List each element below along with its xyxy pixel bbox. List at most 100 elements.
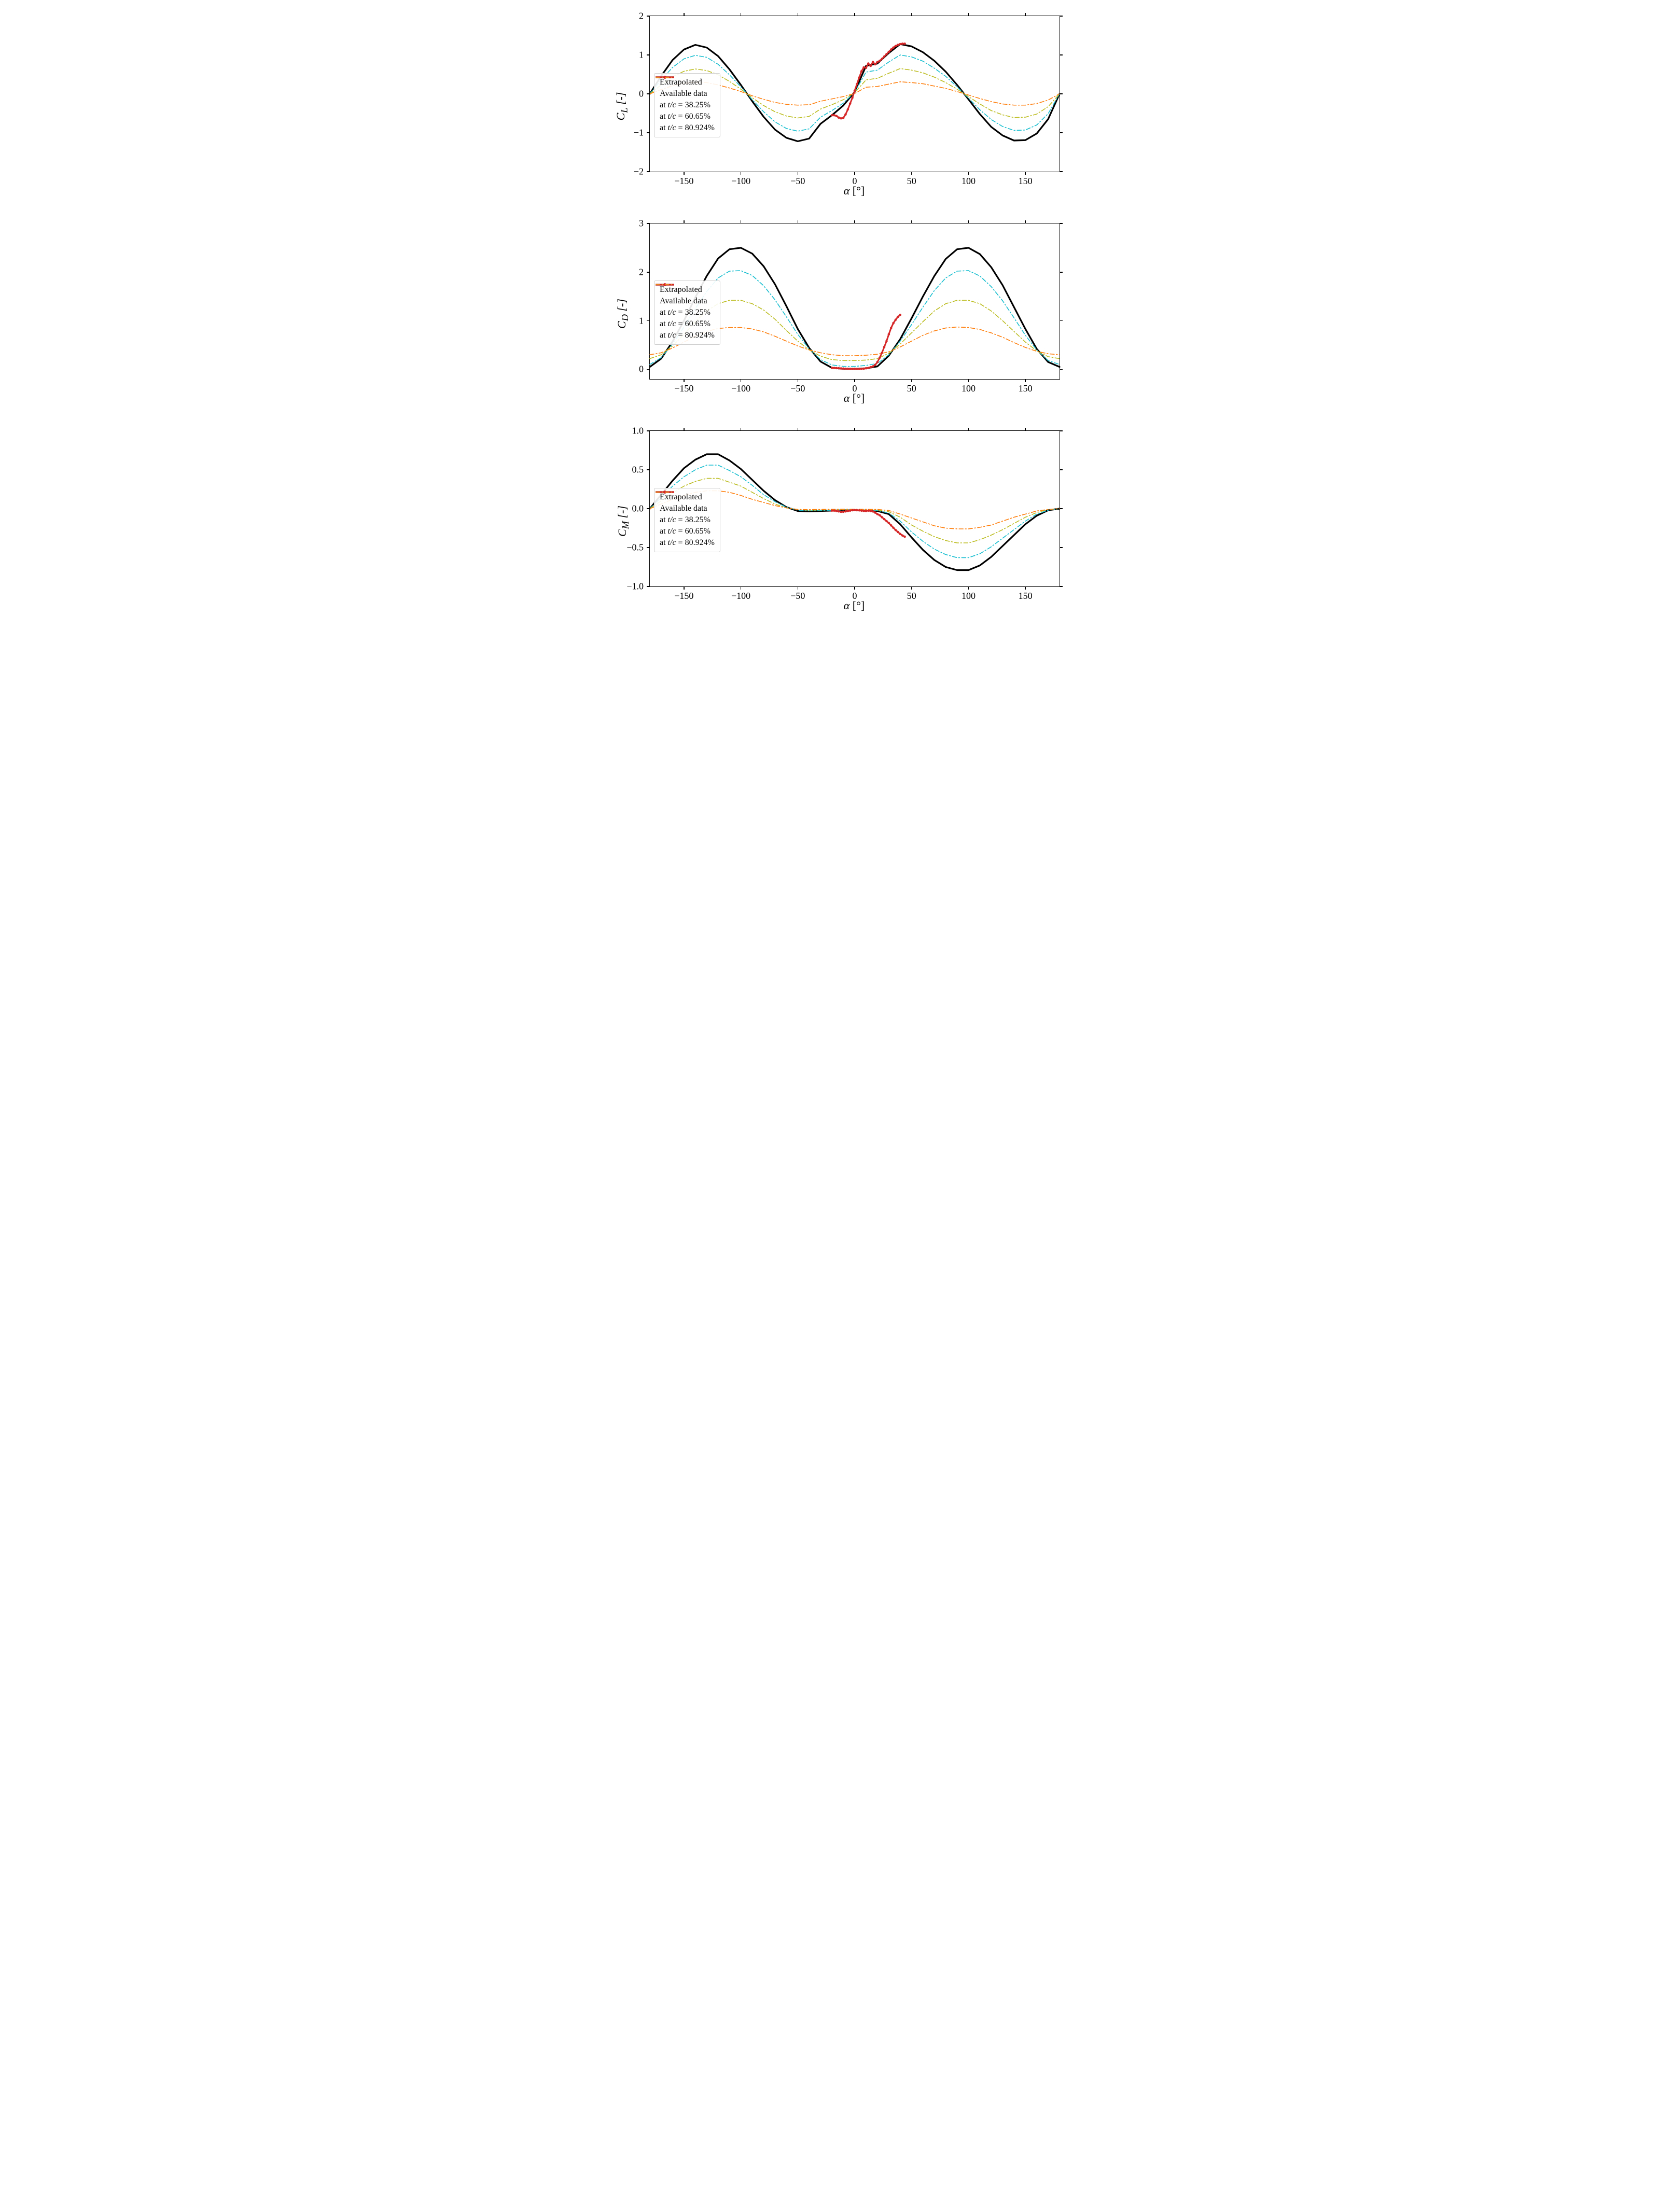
available-marker — [865, 510, 868, 512]
available-marker — [842, 368, 845, 370]
available-marker — [885, 340, 888, 343]
available-marker — [833, 509, 835, 512]
legend-entry: at t/c = 60.65% — [660, 526, 715, 537]
available-marker — [838, 367, 840, 370]
legend-entry: Available data — [660, 296, 715, 307]
legend-entry: at t/c = 38.25% — [660, 307, 715, 318]
ylabel-CD: CD [-] — [615, 299, 631, 329]
available-marker — [903, 43, 906, 45]
available-marker — [851, 96, 854, 99]
available-marker — [849, 368, 852, 370]
available-marker — [876, 513, 879, 515]
available-marker — [862, 66, 865, 69]
legend-label: Available data — [660, 297, 707, 306]
available-marker — [869, 510, 872, 512]
available-marker — [858, 368, 860, 370]
available-marker — [903, 536, 906, 538]
available-marker — [879, 514, 881, 516]
available-marker — [881, 352, 883, 354]
available-marker — [854, 90, 856, 92]
available-marker — [895, 529, 897, 531]
plot-area-CM: −1.0−0.50.00.51.0−150−100−50050100150Ext… — [649, 430, 1060, 587]
available-marker — [892, 46, 895, 49]
available-marker — [831, 367, 833, 369]
legend-label: Available data — [660, 504, 707, 513]
available-marker — [885, 53, 888, 55]
available-marker — [879, 60, 881, 62]
available-marker — [892, 526, 895, 529]
series-available — [832, 315, 900, 369]
available-marker — [897, 44, 899, 46]
available-marker — [856, 509, 858, 512]
figure-root: CL [-]−2−1012−150−100−50050100150Extrapo… — [603, 10, 1069, 617]
available-marker — [844, 368, 847, 370]
available-marker — [858, 76, 860, 79]
available-marker — [847, 108, 849, 111]
available-marker — [869, 366, 872, 369]
legend-entry: Available data — [660, 88, 715, 100]
legend-entry: at t/c = 60.65% — [660, 111, 715, 122]
legend-label: at t/c = 38.25% — [660, 308, 710, 317]
legend: ExtrapolatedAvailable dataat t/c = 38.25… — [654, 488, 720, 552]
available-marker — [895, 45, 897, 47]
available-marker — [888, 51, 890, 53]
legend-entry: Available data — [660, 503, 715, 514]
available-marker — [842, 511, 845, 513]
available-marker — [851, 368, 854, 370]
available-marker — [885, 520, 888, 523]
available-marker — [847, 368, 849, 370]
available-marker — [865, 66, 868, 69]
available-marker — [901, 534, 904, 537]
available-marker — [854, 509, 856, 511]
panel-CM: CM [-]−1.0−0.50.00.51.0−150−100−50050100… — [603, 425, 1069, 617]
available-marker — [860, 368, 863, 370]
available-marker — [892, 322, 895, 325]
legend: ExtrapolatedAvailable dataat t/c = 38.25… — [654, 281, 720, 345]
available-marker — [876, 361, 879, 363]
panel-CL: CL [-]−2−1012−150−100−50050100150Extrapo… — [603, 10, 1069, 202]
legend-entry: at t/c = 38.25% — [660, 514, 715, 526]
series-available — [832, 44, 904, 118]
legend-label: at t/c = 60.65% — [660, 527, 710, 536]
available-marker — [879, 356, 881, 359]
available-marker — [849, 509, 852, 512]
available-marker — [862, 510, 865, 512]
available-marker — [899, 43, 901, 46]
legend-entry: at t/c = 80.924% — [660, 330, 715, 341]
available-marker — [897, 531, 899, 534]
available-marker — [860, 509, 863, 512]
available-marker — [865, 367, 868, 370]
legend-label: at t/c = 60.65% — [660, 112, 710, 121]
available-marker — [847, 510, 849, 512]
available-marker — [851, 509, 854, 512]
available-marker — [833, 367, 835, 369]
available-marker — [840, 367, 842, 370]
panel-CD: CD [-] 0123−150−100−50050100150Extrapolat… — [603, 218, 1069, 410]
available-marker — [899, 314, 901, 316]
available-marker — [874, 364, 876, 367]
available-marker — [831, 509, 833, 512]
ylabel-CL: CL [-] — [614, 92, 630, 121]
available-marker — [867, 509, 870, 512]
available-marker — [901, 43, 904, 45]
available-marker — [881, 58, 883, 60]
xlabel: α [°] — [649, 184, 1059, 198]
available-marker — [838, 510, 840, 513]
legend-label: at t/c = 80.924% — [660, 331, 715, 340]
legend-label: Available data — [660, 89, 707, 99]
plot-area-CD: 0123−150−100−50050100150ExtrapolatedAvai… — [649, 223, 1060, 380]
available-marker — [897, 316, 899, 318]
available-marker — [858, 509, 860, 512]
legend-label: at t/c = 38.25% — [660, 101, 710, 110]
legend-entry: at t/c = 38.25% — [660, 100, 715, 111]
legend-label: at t/c = 80.924% — [660, 123, 715, 133]
xlabel: α [°] — [649, 599, 1059, 612]
available-marker — [840, 511, 842, 513]
available-marker — [844, 113, 847, 116]
available-marker — [831, 114, 833, 117]
available-marker — [854, 368, 856, 370]
available-marker — [899, 533, 901, 535]
legend-entry: at t/c = 80.924% — [660, 537, 715, 549]
available-marker — [856, 83, 858, 86]
available-marker — [876, 61, 879, 63]
